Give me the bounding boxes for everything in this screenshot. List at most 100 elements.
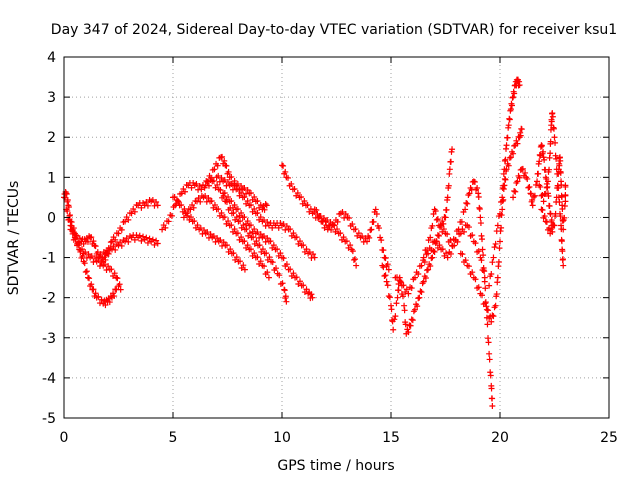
data-point-arc16 xyxy=(497,238,503,245)
data-point-arc16 xyxy=(462,257,469,264)
data-point-arc16 xyxy=(459,251,466,258)
data-point-arc13 xyxy=(402,321,409,328)
data-point-arc20 xyxy=(553,194,560,201)
data-point-arc12 xyxy=(349,221,356,228)
data-point-arc2 xyxy=(90,238,97,245)
data-point-arc16 xyxy=(506,154,513,161)
data-point-arc7 xyxy=(264,269,271,276)
data-point-arc7 xyxy=(215,206,222,213)
data-point-arc18 xyxy=(529,196,536,203)
data-point-arc1 xyxy=(90,286,97,293)
data-point-arc2 xyxy=(131,208,138,215)
data-point-arc20 xyxy=(548,226,555,233)
y-axis-label: SDTVAR / TECUs xyxy=(6,181,22,296)
data-point-arc1 xyxy=(111,293,118,300)
data-point-arc9 xyxy=(270,242,277,249)
data-point-arc16 xyxy=(482,300,489,307)
data-point-arc15 xyxy=(423,246,430,253)
data-point-arc11 xyxy=(337,230,344,237)
data-point-arc13 xyxy=(381,273,388,280)
data-point-arc12 xyxy=(331,222,338,229)
data-point-arc13 xyxy=(382,272,389,279)
data-point-arc14 xyxy=(403,286,410,293)
data-point-arc15 xyxy=(470,178,477,185)
data-point-arc8 xyxy=(281,287,288,294)
data-point-arc5 xyxy=(162,224,169,231)
y-tick-label: -2 xyxy=(42,291,56,307)
data-point-arc15 xyxy=(440,226,447,233)
data-points xyxy=(61,76,569,409)
data-point-arc7 xyxy=(225,218,232,225)
data-point-arc12 xyxy=(359,233,366,240)
data-point-arc4 xyxy=(99,254,106,261)
data-point-arc14 xyxy=(400,282,407,289)
data-point-arc7 xyxy=(254,254,261,261)
data-point-arc7 xyxy=(208,197,215,204)
plot-frame xyxy=(63,56,610,419)
data-point-arc6 xyxy=(227,246,234,253)
data-point-arc7 xyxy=(195,194,202,201)
data-point-arc11 xyxy=(294,189,301,196)
data-point-arc12 xyxy=(381,254,388,261)
data-point-arc4 xyxy=(97,251,104,258)
y-tick-label: 2 xyxy=(47,130,56,146)
data-point-arc3 xyxy=(92,255,99,262)
data-point-arc18 xyxy=(538,142,545,149)
data-point-arc5 xyxy=(214,162,221,169)
data-point-arc10 xyxy=(234,185,241,192)
data-point-arc10 xyxy=(293,234,300,241)
data-point-arc18 xyxy=(511,187,518,194)
data-point-arc5 xyxy=(221,157,228,164)
data-point-arc9 xyxy=(308,291,315,298)
data-point-arc2 xyxy=(92,243,99,250)
data-point-arc8 xyxy=(283,298,290,305)
data-point-arc5 xyxy=(238,182,245,189)
data-point-arc11 xyxy=(291,185,298,192)
data-point-arc10 xyxy=(300,242,307,249)
data-point-arc17 xyxy=(510,94,517,101)
x-tick-label: 5 xyxy=(169,430,178,446)
data-point-arc10 xyxy=(310,251,317,258)
data-point-arc15 xyxy=(437,222,444,229)
data-point-arc5 xyxy=(231,177,238,184)
data-point-arc9 xyxy=(221,189,228,196)
data-point-arc5 xyxy=(254,197,261,204)
data-point-arc18 xyxy=(512,188,519,195)
data-point-arc15 xyxy=(476,206,483,213)
data-point-arc19 xyxy=(544,178,551,185)
data-point-arc16 xyxy=(511,142,518,149)
data-point-arc18 xyxy=(531,192,538,199)
data-point-arc14 xyxy=(475,248,482,255)
data-point-arc7 xyxy=(190,204,197,211)
data-point-arc1 xyxy=(79,253,86,260)
x-tick-label: 20 xyxy=(491,430,509,446)
data-point-arc11 xyxy=(353,262,360,269)
data-point-arc5 xyxy=(159,226,166,233)
data-point-arc14 xyxy=(393,274,400,281)
data-point-arc10 xyxy=(311,254,318,261)
data-point-arc17 xyxy=(504,134,511,141)
data-point-arc4 xyxy=(149,236,156,243)
data-point-arc20 xyxy=(551,222,558,229)
data-point-arc5 xyxy=(198,186,205,193)
data-point-arc5 xyxy=(222,162,229,169)
data-point-arc12 xyxy=(346,215,353,222)
data-point-arc15 xyxy=(455,226,462,233)
data-point-arc5 xyxy=(178,190,185,197)
data-point-arc12 xyxy=(352,226,359,233)
data-point-arc3 xyxy=(72,236,79,243)
data-point-arc8 xyxy=(210,177,217,184)
data-point-arc11 xyxy=(282,168,289,175)
data-point-arc16 xyxy=(493,291,500,298)
data-point-arc2 xyxy=(73,233,80,240)
data-point-arc10 xyxy=(275,224,282,231)
data-point-arc15 xyxy=(434,216,441,223)
data-point-arc6 xyxy=(171,193,178,200)
data-point-arc16 xyxy=(469,269,476,276)
data-point-arc15 xyxy=(452,236,459,243)
data-point-arc19 xyxy=(542,190,549,197)
data-point-arc2 xyxy=(112,236,119,243)
data-point-arc8 xyxy=(230,210,237,217)
data-point-arc17 xyxy=(500,182,507,189)
